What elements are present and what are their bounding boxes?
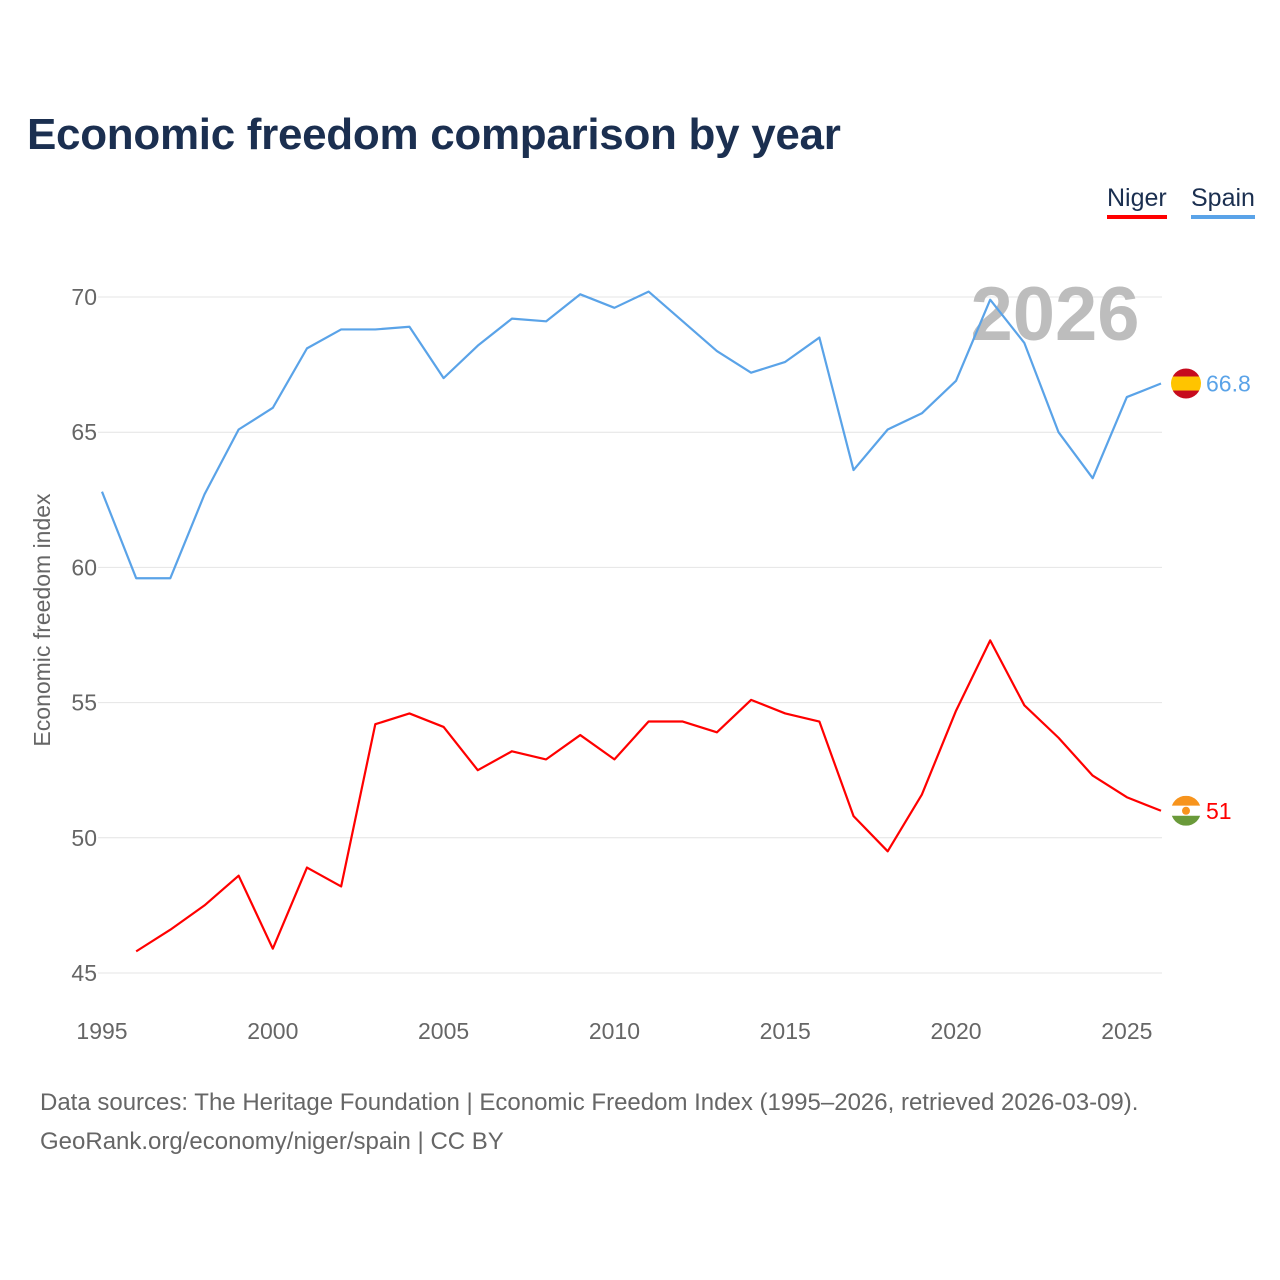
- x-tick-label: 2000: [247, 1018, 298, 1044]
- x-tick-label: 2010: [589, 1018, 640, 1044]
- chart-title: Economic freedom comparison by year: [27, 110, 841, 159]
- series-line-spain: [100, 290, 1162, 580]
- y-tick-label: 60: [71, 554, 97, 580]
- end-value-label-niger: 51: [1206, 798, 1232, 824]
- y-tick-label: 50: [71, 825, 97, 851]
- y-tick-label: 65: [71, 419, 97, 445]
- year-watermark: 2026: [970, 272, 1139, 357]
- niger-flag-icon: [1171, 795, 1201, 826]
- x-tick-label: 2025: [1101, 1018, 1152, 1044]
- legend-niger[interactable]: Niger: [1107, 184, 1167, 219]
- legend-spain[interactable]: Spain: [1191, 184, 1255, 219]
- spain-flag-icon: [1171, 368, 1201, 399]
- series-line-niger: [135, 639, 1162, 953]
- y-tick-label: 45: [71, 960, 97, 986]
- x-tick-label: 2015: [760, 1018, 811, 1044]
- data-source-text: Data sources: The Heritage Foundation | …: [40, 1089, 1139, 1116]
- x-tick-label: 2005: [418, 1018, 469, 1044]
- x-tick-label: 2020: [930, 1018, 981, 1044]
- y-tick-label: 70: [71, 284, 97, 310]
- end-value-label-spain: 66.8: [1206, 371, 1251, 397]
- y-axis-label: Economic freedom index: [29, 493, 55, 747]
- y-tick-label: 55: [71, 690, 97, 716]
- attribution-text: GeoRank.org/economy/niger/spain | CC BY: [40, 1128, 504, 1155]
- x-tick-label: 1995: [76, 1018, 127, 1044]
